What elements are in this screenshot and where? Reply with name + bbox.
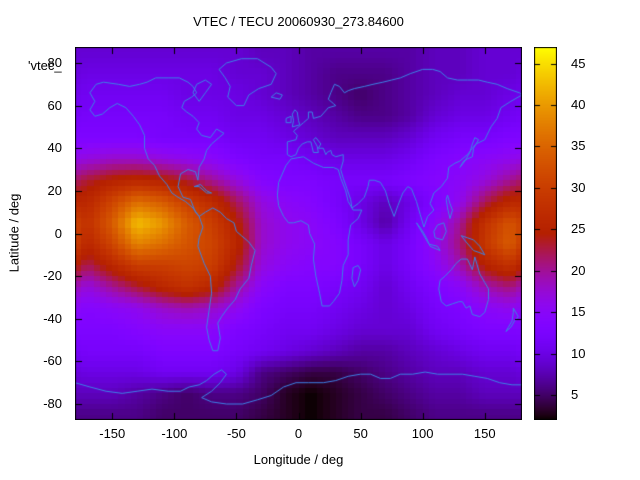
y-tick-label: -80 — [43, 396, 62, 411]
y-tick-label: 40 — [47, 140, 62, 156]
x-tick-label: 0 — [294, 426, 303, 441]
colorbar-tick-label: 45 — [571, 55, 586, 71]
x-tick-label: -50 — [227, 426, 246, 441]
y-tick-label: 20 — [47, 182, 62, 198]
colorbar-tick-label: 20 — [571, 262, 586, 278]
y-tick-label: -40 — [43, 310, 62, 326]
colorbar — [534, 47, 557, 420]
clipped-key-label: 'vtec_ — [28, 58, 62, 73]
y-tick-label: 60 — [47, 97, 62, 113]
y-axis-label: Latitude / deg — [6, 193, 22, 273]
colorbar-tick-label: 15 — [571, 304, 586, 320]
x-tick-label: 150 — [473, 426, 496, 441]
x-axis-label: Longitude / deg — [253, 452, 344, 467]
colorbar-tick-label: 30 — [571, 179, 586, 195]
colorbar-tick-label: 35 — [571, 138, 586, 154]
y-tick-label: 0 — [54, 225, 62, 241]
y-tick-label: -60 — [43, 353, 62, 369]
x-tick-label: 50 — [353, 426, 368, 441]
colorbar-tick-label: 5 — [571, 387, 579, 403]
y-tick-label: 80 — [47, 54, 62, 70]
plot-title: VTEC / TECU 20060930_273.84600 — [193, 14, 404, 29]
map-plot-area — [75, 47, 522, 420]
vtec-heatmap-canvas — [75, 47, 522, 420]
y-tick-label: -20 — [43, 268, 62, 284]
colorbar-tick-label: 40 — [571, 97, 586, 113]
x-tick-label: -150 — [99, 426, 126, 441]
x-tick-label: 100 — [411, 426, 434, 441]
colorbar-tick-label: 10 — [571, 345, 586, 361]
colorbar-tick-label: 25 — [571, 221, 586, 237]
x-tick-label: -100 — [161, 426, 188, 441]
